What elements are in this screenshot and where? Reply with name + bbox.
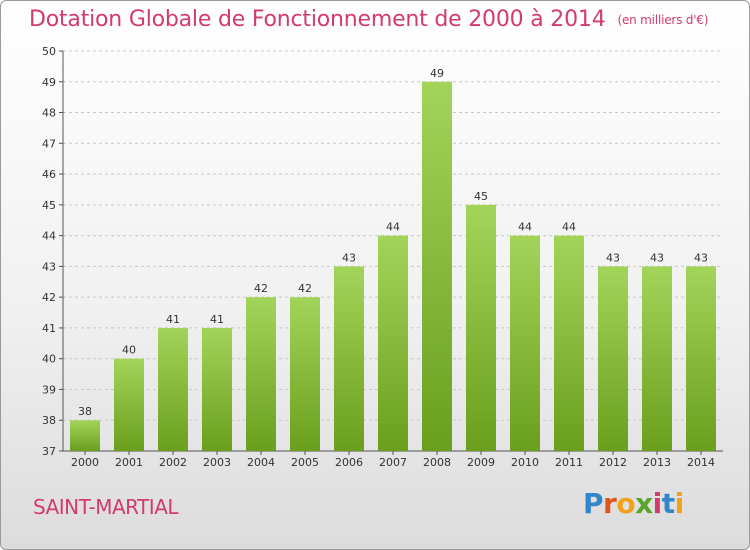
y-tick-label: 47 (42, 137, 56, 150)
logo-letter: t (661, 487, 675, 520)
data-label: 44 (386, 221, 400, 234)
data-labels: 38 40 41 41 42 42 43 44 49 45 44 44 43 43 43 (78, 67, 708, 418)
bar-2006 (334, 266, 364, 451)
bar-2011 (554, 235, 584, 451)
proxiti-logo: Proxiti (583, 487, 684, 520)
logo-letter: r (603, 487, 617, 520)
data-label: 43 (606, 251, 620, 264)
x-tick-label: 2000 (71, 456, 99, 469)
x-tick-label: 2004 (247, 456, 275, 469)
logo-letter: x (635, 487, 653, 520)
data-label: 43 (694, 251, 708, 264)
bar-2001 (114, 358, 144, 451)
y-tick-label: 37 (42, 445, 56, 458)
data-label: 44 (518, 221, 532, 234)
bar-2012 (598, 266, 628, 451)
chart-title: Dotation Globale de Fonctionnement de 20… (29, 7, 708, 32)
bar-2009 (466, 204, 496, 451)
y-tick-label: 44 (42, 230, 56, 243)
x-tick-label: 2010 (511, 456, 539, 469)
x-tick-label: 2014 (687, 456, 715, 469)
bar-2002 (158, 327, 188, 451)
data-label: 42 (254, 282, 268, 295)
y-tick-label: 39 (42, 383, 56, 396)
data-label: 49 (430, 67, 444, 80)
data-label: 40 (122, 344, 136, 357)
y-tick-label: 42 (42, 291, 56, 304)
x-tick-label: 2006 (335, 456, 363, 469)
y-tick-label: 46 (42, 168, 56, 181)
y-tick-label: 38 (42, 414, 56, 427)
chart-title-unit: (en milliers d'€) (617, 13, 709, 27)
bar-2000 (70, 420, 100, 451)
y-tick-label: 49 (42, 76, 56, 89)
data-label: 38 (78, 405, 92, 418)
logo-letter: o (616, 487, 636, 520)
bar-2007 (378, 235, 408, 451)
data-label: 41 (166, 313, 180, 326)
bar-2013 (642, 266, 672, 451)
bar-2005 (290, 297, 320, 451)
x-tick-label: 2008 (423, 456, 451, 469)
y-tick-label: 48 (42, 107, 56, 120)
y-tick-label: 41 (42, 322, 56, 335)
data-label: 45 (474, 190, 488, 203)
location-name: SAINT-MARTIAL (33, 495, 179, 519)
y-tick-label: 43 (42, 260, 56, 273)
x-tick-label: 2001 (115, 456, 143, 469)
x-tick-label: 2005 (291, 456, 319, 469)
bar-2008 (422, 81, 452, 452)
bar-2010 (510, 235, 540, 451)
bar-2003 (202, 327, 232, 451)
chart-title-text: Dotation Globale de Fonctionnement de 20… (29, 7, 606, 32)
y-tick-label: 40 (42, 353, 56, 366)
y-tick-label: 45 (42, 199, 56, 212)
x-tick-label: 2002 (159, 456, 187, 469)
x-tick-label: 2011 (555, 456, 583, 469)
x-tick-label: 2003 (203, 456, 231, 469)
x-tick-label: 2013 (643, 456, 671, 469)
logo-letter: i (652, 487, 663, 520)
bar-2014 (686, 266, 716, 451)
data-label: 43 (650, 251, 664, 264)
data-label: 42 (298, 282, 312, 295)
bar-2004 (246, 297, 276, 451)
data-label: 44 (562, 221, 576, 234)
x-tick-label: 2009 (467, 456, 495, 469)
bars (70, 81, 716, 452)
logo-letter: P (583, 487, 604, 520)
logo-letter: i (674, 487, 685, 520)
x-tick-label: 2007 (379, 456, 407, 469)
data-label: 41 (210, 313, 224, 326)
y-tick-label: 50 (42, 45, 56, 58)
x-tick-label: 2012 (599, 456, 627, 469)
data-label: 43 (342, 251, 356, 264)
